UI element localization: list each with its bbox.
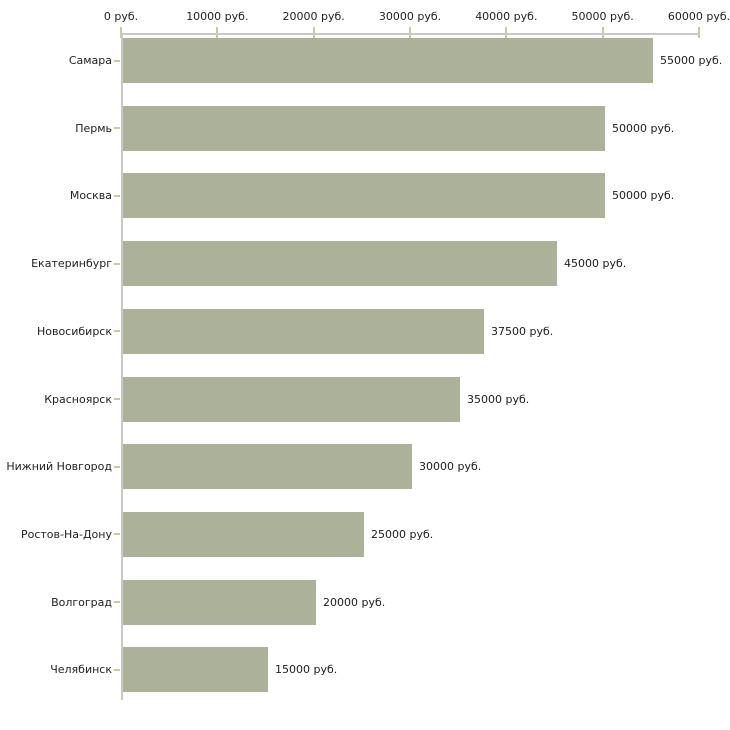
bar <box>123 647 268 693</box>
category-label: Екатеринбург <box>31 257 112 271</box>
bar-value-label: 25000 руб. <box>371 527 434 541</box>
bar-row: 35000 руб. <box>123 376 700 422</box>
x-axis-tick-mark <box>505 27 508 38</box>
category-tick-mark <box>114 127 120 130</box>
bar-value-label: 35000 руб. <box>467 392 530 406</box>
bar-row: 55000 руб. <box>123 38 722 83</box>
category-tick-mark <box>114 330 120 333</box>
category-tick-mark <box>114 194 120 197</box>
bar-value-label: 45000 руб. <box>564 257 627 271</box>
category-label: Новосибирск <box>36 324 112 338</box>
category-tick-mark <box>114 668 120 671</box>
bar <box>123 38 653 83</box>
bar-row: 50000 руб. <box>123 105 700 151</box>
category-label: Пермь <box>75 121 112 135</box>
category-label: Волгоград <box>51 595 112 609</box>
x-axis-tick-mark <box>601 27 604 38</box>
bar-value-label: 50000 руб. <box>612 121 675 135</box>
bar-row: 50000 руб. <box>123 173 700 219</box>
category-tick-mark <box>114 533 120 536</box>
x-axis-tick-label: 50000 руб. <box>571 10 634 23</box>
bar <box>123 511 364 557</box>
category-label: Москва <box>69 189 112 203</box>
bar <box>123 376 460 422</box>
category-tick-mark <box>114 59 120 62</box>
category-label: Нижний Новгород <box>6 460 112 474</box>
bar <box>123 105 605 151</box>
bar-row: 30000 руб. <box>123 444 700 490</box>
bar-row: 37500 руб. <box>123 308 700 354</box>
bar-value-label: 30000 руб. <box>419 460 482 474</box>
x-axis-tick-mark <box>409 27 411 38</box>
category-tick-mark <box>114 262 120 265</box>
x-axis-tick-mark <box>120 27 122 38</box>
x-axis-tick-mark <box>312 27 315 38</box>
x-axis-tick-mark <box>698 27 700 38</box>
bar-row: 15000 руб. <box>123 647 700 693</box>
x-axis-tick-label: 0 руб. <box>103 10 139 23</box>
category-label: Самара <box>68 54 112 67</box>
x-axis-tick-label: 20000 руб. <box>282 10 345 23</box>
bar-row: 45000 руб. <box>123 241 700 287</box>
category-label: Челябинск <box>50 663 112 677</box>
x-axis-tick-label: 30000 руб. <box>378 10 442 23</box>
bar <box>123 241 557 287</box>
x-axis-tick-label: 10000 руб. <box>186 10 249 23</box>
bar-value-label: 37500 руб. <box>491 324 554 338</box>
bar <box>123 444 412 490</box>
x-axis-tick-mark <box>216 27 219 38</box>
bar-row: 25000 руб. <box>123 511 700 557</box>
x-axis-tick-label: 40000 руб. <box>475 10 538 23</box>
category-tick-mark <box>114 398 120 400</box>
bar-value-label: 15000 руб. <box>275 663 338 677</box>
bar <box>123 173 605 219</box>
bar-value-label: 20000 руб. <box>323 595 386 609</box>
bar-value-label: 55000 руб. <box>660 54 723 67</box>
category-label: Красноярск <box>44 392 112 406</box>
bar-value-label: 50000 руб. <box>612 189 675 203</box>
bar-row: 20000 руб. <box>123 579 700 625</box>
category-label: Ростов-На-Дону <box>20 527 112 541</box>
category-tick-mark <box>114 465 120 468</box>
bar <box>123 308 484 354</box>
category-tick-mark <box>114 601 120 604</box>
x-axis-tick-label: 60000 руб. <box>667 10 730 23</box>
plot-area: 55000 руб. 50000 руб. 50000 руб. 45000 руб.… <box>121 33 722 700</box>
bar <box>123 579 316 625</box>
